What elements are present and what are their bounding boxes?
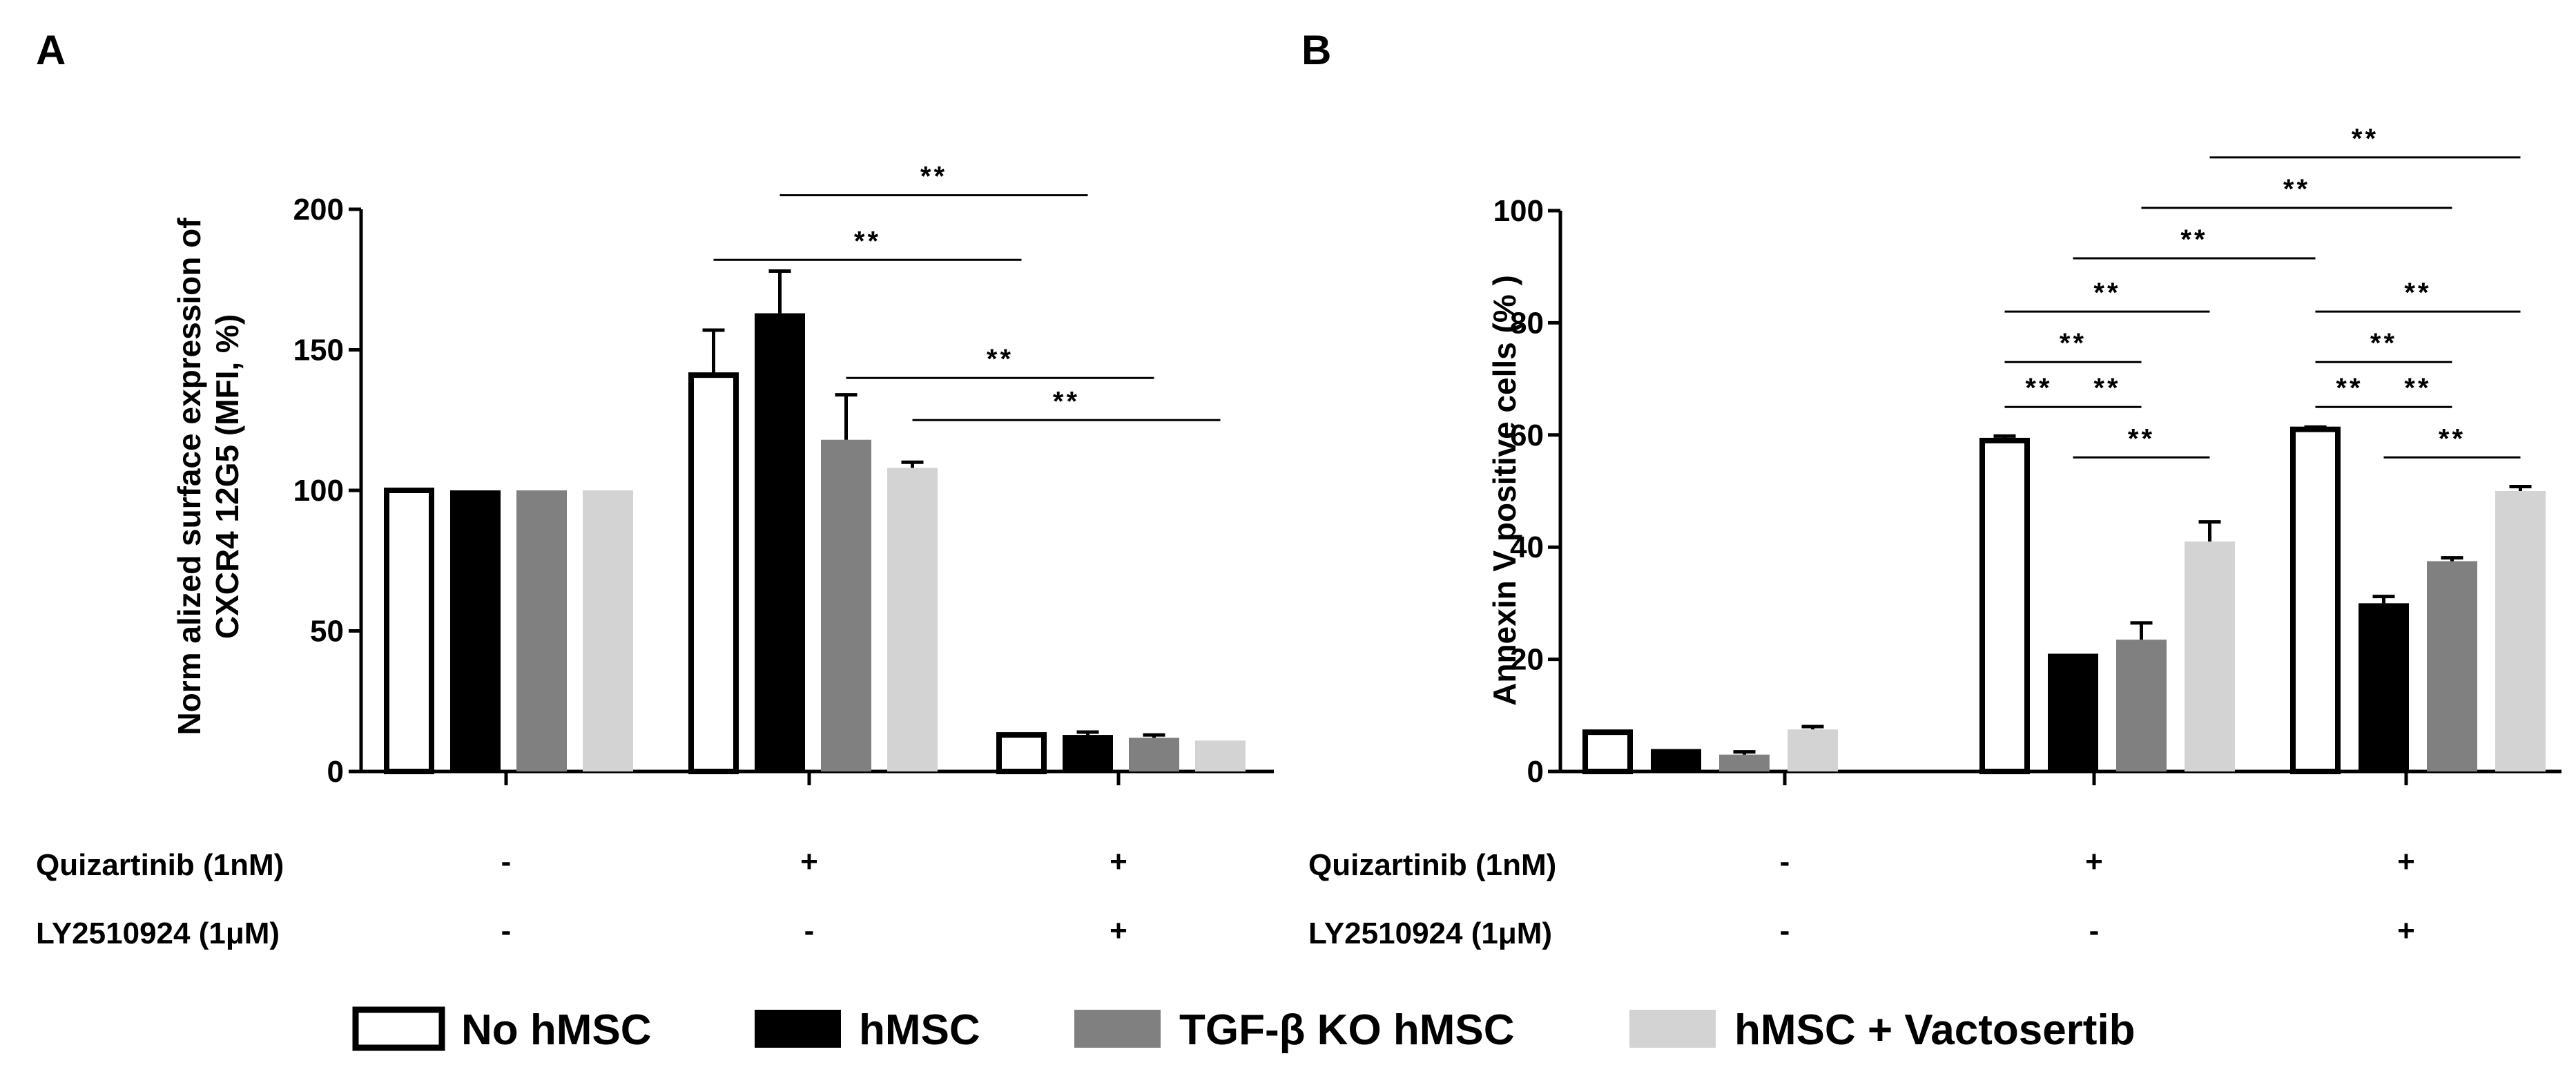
- panel-b-significance-label: **: [2093, 373, 2120, 403]
- panel-a-significance-label: **: [1053, 386, 1080, 416]
- panel-b-significance-label: **: [2439, 423, 2466, 454]
- panel-a-ytick-label: 50: [310, 615, 344, 649]
- panel-a-bar-no-hmsc: [384, 488, 434, 774]
- panel-b-significance-label: **: [2404, 278, 2431, 308]
- panel-b-ly-g3: +: [2397, 914, 2415, 948]
- panel-a-significance-label: **: [987, 344, 1014, 374]
- panel-a-bar-vactosertib: [1195, 740, 1246, 771]
- panel-a-bar-tgfb-ko: [821, 439, 871, 771]
- panel-a-quiz-g1: -: [501, 845, 512, 879]
- legend-label-no-hmsc: No hMSC: [461, 1006, 652, 1054]
- legend-swatch-vactosertib: [1629, 1010, 1716, 1048]
- legend-swatch-hmsc: [755, 1010, 841, 1048]
- panel-a-label: A: [36, 27, 66, 73]
- panel-a-bar-tgfb-ko: [1129, 738, 1179, 771]
- panel-b-significance-label: **: [2336, 373, 2363, 403]
- panel-a-bar-no-hmsc: [996, 732, 1047, 774]
- panel-a-quizartinib-label: Quizartinib (1nM): [36, 848, 284, 882]
- panel-b-quiz-g3: +: [2397, 845, 2415, 879]
- panel-a-ly2510924-label: LY2510924 (1μM): [36, 917, 280, 950]
- panel-b-bar-vactosertib: [1788, 729, 1838, 771]
- panel-b-ly-g1: -: [1780, 914, 1790, 948]
- panel-a-significance-label: **: [920, 162, 947, 192]
- panel-a-ytick-label: 100: [293, 474, 344, 508]
- panel-b-ytick-label: 60: [1510, 419, 1544, 452]
- panel-b-ytick-label: 40: [1510, 530, 1544, 564]
- legend-swatch-tgfb-ko: [1074, 1010, 1161, 1048]
- panel-b-significance-label: **: [2370, 328, 2397, 358]
- panel-a-ytick-label: 150: [293, 334, 344, 367]
- panel-b-quiz-g2: +: [2085, 845, 2103, 879]
- panel-b-significance-label: **: [2404, 373, 2431, 403]
- panel-b-significance-label: **: [2060, 328, 2086, 358]
- panel-a-quiz-g2: +: [800, 845, 818, 879]
- legend: No hMSC hMSC TGF-β KO hMSC hMSC + Vactos…: [352, 1006, 2136, 1054]
- panel-a-bar-vactosertib: [887, 468, 938, 771]
- panel-b-significance-label: **: [2180, 224, 2207, 255]
- panel-a-chart: 0 50 100 150 200 ** ** ** **: [293, 162, 1274, 789]
- panel-b-ytick-label: 80: [1510, 306, 1544, 340]
- panel-a-bar-no-hmsc: [688, 372, 739, 774]
- panel-b-ytick-label: 0: [1527, 755, 1544, 789]
- panel-a-significance-label: **: [854, 226, 881, 256]
- panel-b-ly2510924-label: LY2510924 (1μM): [1308, 917, 1552, 950]
- panel-b-bar-no-hmsc: [2290, 426, 2341, 774]
- panel-b-bar-no-hmsc: [1979, 437, 2030, 774]
- panel-a-ly-g3: +: [1110, 914, 1127, 948]
- panel-a-ylabel-line1: Norm alized surface expression of: [171, 218, 207, 736]
- panel-a-ly-g2: -: [804, 914, 815, 948]
- legend-label-hmsc: hMSC: [859, 1006, 980, 1054]
- panel-b-bar-vactosertib: [2495, 491, 2546, 771]
- panel-a-ytick-label: 200: [293, 193, 344, 227]
- panel-b-significance-label: **: [2283, 174, 2310, 204]
- legend-swatch-no-hmsc: [352, 1006, 445, 1051]
- panel-b-quizartinib-label: Quizartinib (1nM): [1308, 848, 1556, 882]
- panel-a-ylabel-line2: CXCR4 12G5 (MFI, %): [209, 314, 245, 639]
- panel-b-significance-label: **: [2025, 373, 2052, 403]
- panel-b-ytick-label: 20: [1510, 643, 1544, 677]
- panel-b-label: B: [1301, 27, 1331, 73]
- panel-b-ytick-label: 100: [1493, 194, 1544, 228]
- panel-b-quiz-g1: -: [1780, 845, 1790, 879]
- panel-b-bar-vactosertib: [2185, 541, 2235, 771]
- panel-b-significance-label: **: [2352, 124, 2379, 154]
- panel-a-bar-tgfb-ko: [516, 490, 567, 771]
- panel-b-ly-g2: -: [2089, 914, 2100, 948]
- panel-b-bar-no-hmsc: [1582, 729, 1633, 775]
- panel-a-ytick-label: 0: [327, 755, 344, 789]
- panel-b-bar-hmsc: [1651, 749, 1701, 771]
- panel-a-bar-hmsc: [1063, 735, 1113, 771]
- panel-a-bar-hmsc: [755, 313, 805, 772]
- legend-label-tgfb-ko: TGF-β KO hMSC: [1179, 1006, 1515, 1054]
- panel-a-bar-hmsc: [450, 490, 501, 771]
- panel-b-significance-label: **: [2128, 423, 2155, 454]
- legend-label-vactosertib: hMSC + Vactosertib: [1734, 1006, 2136, 1054]
- panel-b-bar-tgfb-ko: [1719, 754, 1770, 771]
- panel-b-bar-hmsc: [2359, 603, 2409, 771]
- panel-b-bar-tgfb-ko: [2116, 640, 2167, 771]
- panel-b-bar-hmsc: [2048, 653, 2098, 771]
- panel-b-significance-label: **: [2093, 278, 2120, 308]
- panel-b-bar-tgfb-ko: [2427, 561, 2477, 771]
- panel-b-ylabel: Annexin V positive cells (% ): [1486, 275, 1522, 706]
- panel-a-quiz-g3: +: [1110, 845, 1127, 879]
- panel-a-bar-vactosertib: [583, 490, 633, 771]
- panel-a-ly-g1: -: [501, 914, 512, 948]
